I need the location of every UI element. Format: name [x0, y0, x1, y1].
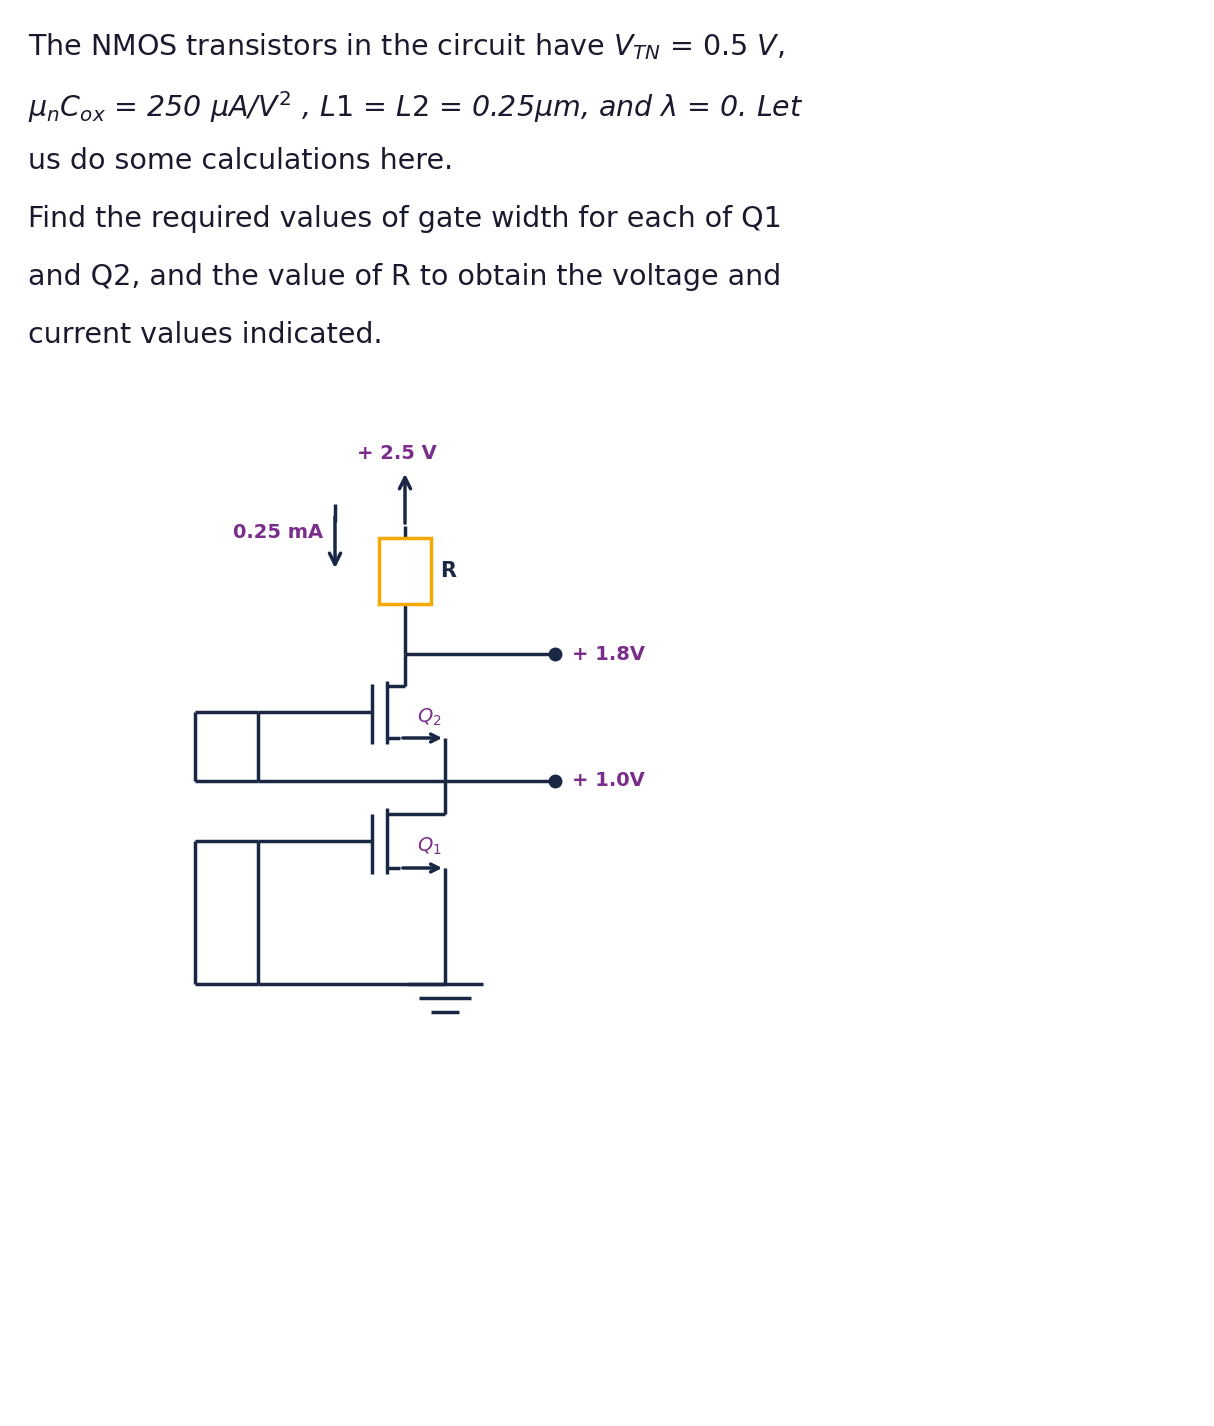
Text: 0.25 mA: 0.25 mA	[233, 523, 323, 542]
Bar	[379, 538, 431, 605]
Text: $Q_2$: $Q_2$	[416, 706, 442, 727]
Text: $Q_1$: $Q_1$	[416, 836, 442, 857]
Text: The NMOS transistors in the circuit have $V_{TN}$ = 0.5 $V$,: The NMOS transistors in the circuit have…	[28, 31, 784, 61]
Text: Find the required values of gate width for each of Q1: Find the required values of gate width f…	[28, 205, 782, 232]
Text: $\mu_n C_{ox}$ = 250 $\mu$A/$V^2$ , $L1$ = $L2$ = 0.25$\mu m$, $and$ $\lambda$ =: $\mu_n C_{ox}$ = 250 $\mu$A/$V^2$ , $L1$…	[28, 88, 804, 125]
Text: us do some calculations here.: us do some calculations here.	[28, 147, 453, 175]
Text: + 2.5 V: + 2.5 V	[357, 443, 437, 463]
Text: and Q2, and the value of R to obtain the voltage and: and Q2, and the value of R to obtain the…	[28, 262, 782, 291]
Text: + 1.8V: + 1.8V	[572, 645, 645, 663]
Text: R: R	[439, 560, 456, 580]
Text: current values indicated.: current values indicated.	[28, 321, 382, 349]
Text: + 1.0V: + 1.0V	[572, 771, 645, 790]
